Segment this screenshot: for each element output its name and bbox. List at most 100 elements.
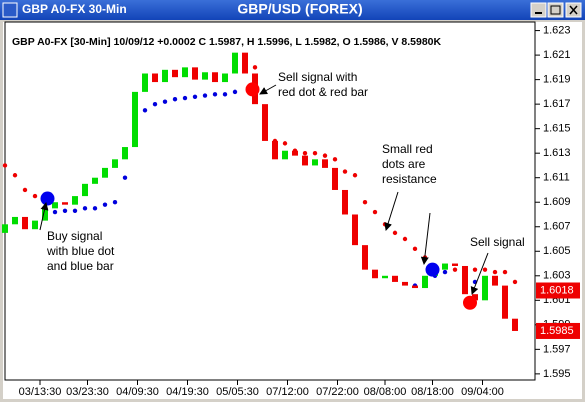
stop-dot — [512, 279, 518, 285]
price-bar — [232, 52, 238, 74]
y-tick-label: 1.605 — [543, 245, 571, 257]
stop-dot — [472, 267, 478, 272]
price-bar — [382, 275, 388, 279]
stop-dot — [492, 269, 498, 275]
price-bar — [452, 263, 458, 266]
price-bar — [192, 67, 198, 80]
price-bar — [392, 275, 398, 282]
price-bar — [442, 263, 448, 270]
price-bar — [242, 52, 248, 74]
price-bar — [52, 202, 58, 209]
stop-dot — [282, 141, 288, 146]
price-label: 1.6018 — [540, 284, 574, 296]
stop-dot — [412, 246, 418, 252]
y-tick-label: 1.603 — [543, 270, 571, 282]
signal-marker — [40, 191, 55, 206]
stop-dot — [332, 157, 338, 162]
stop-dot — [122, 175, 128, 180]
stop-dot — [502, 269, 508, 275]
y-tick-label: 1.607 — [543, 221, 571, 233]
x-tick-label: 03/23:30 — [66, 386, 109, 398]
y-tick-label: 1.611 — [543, 172, 570, 184]
price-bar — [502, 285, 508, 319]
annotation-text: with blue dot — [46, 244, 115, 258]
stop-dot — [362, 200, 368, 205]
annotation: Sell signal — [470, 235, 525, 295]
price-bar — [422, 275, 428, 289]
maximize-button[interactable] — [547, 2, 564, 18]
price-bar — [412, 285, 418, 289]
stop-dot — [222, 92, 228, 97]
price-bar — [352, 214, 358, 246]
price-bar — [162, 69, 168, 83]
stop-dot — [452, 267, 458, 272]
price-bar — [312, 159, 318, 166]
price-bar — [512, 318, 518, 331]
stop-dot — [62, 208, 68, 214]
price-bar — [282, 150, 288, 160]
stop-dot — [342, 169, 348, 174]
stop-dot — [172, 97, 178, 102]
price-bar — [342, 189, 348, 215]
annotation-arrow — [259, 84, 277, 95]
stop-dot — [92, 206, 98, 211]
annotation-text: red dot & red bar — [278, 85, 368, 99]
price-label-box — [536, 282, 580, 299]
price-bar — [42, 208, 48, 221]
minimize-button[interactable] — [530, 2, 547, 18]
price-bar — [372, 269, 378, 279]
signal-marker — [463, 295, 477, 310]
stop-dot — [352, 173, 358, 178]
chart-area — [3, 22, 582, 399]
price-bar — [112, 159, 118, 168]
stop-dot — [482, 267, 488, 272]
price-bar — [362, 245, 368, 270]
annotation-arrow — [470, 252, 489, 295]
x-tick-label: 04/19:30 — [166, 386, 209, 398]
y-tick-label: 1.621 — [543, 49, 571, 61]
stop-dot — [382, 222, 388, 227]
price-bar — [202, 72, 208, 80]
price-bar — [472, 294, 478, 301]
price-label-box — [536, 322, 580, 339]
stop-dot — [32, 193, 38, 199]
stop-dot — [162, 99, 168, 104]
stop-dot — [372, 209, 378, 215]
price-bar — [182, 67, 188, 78]
stop-dot — [202, 93, 208, 98]
annotation-text: Small red — [382, 142, 433, 156]
stop-dot — [192, 94, 198, 99]
stop-dot — [232, 89, 238, 95]
stop-dot — [312, 150, 318, 156]
price-bar — [22, 216, 28, 230]
price-bar — [402, 281, 408, 286]
annotation-arrow — [384, 191, 399, 231]
window-icon[interactable] — [2, 2, 18, 18]
price-bar — [212, 72, 218, 83]
stop-dot — [22, 187, 28, 193]
price-bar — [12, 216, 18, 225]
window-title: GBP A0-FX 30-Min — [22, 2, 127, 16]
annotation-text: Sell signal — [470, 235, 525, 249]
annotation-arrow — [39, 202, 49, 231]
price-bar — [62, 202, 68, 205]
price-bar — [1, 224, 8, 233]
y-tick-label: 1.609 — [543, 196, 571, 208]
x-tick-label: 07/22:00 — [316, 386, 359, 398]
stop-dot — [212, 92, 218, 97]
annotation-text: resistance — [382, 172, 437, 186]
price-bar — [92, 177, 98, 184]
annotation-text: and blue bar — [47, 259, 114, 273]
stop-dot — [82, 206, 88, 211]
stop-dot — [112, 200, 118, 205]
x-tick-label: 07/12:00 — [266, 386, 309, 398]
price-bar — [142, 73, 148, 92]
x-tick-label: 03/13:30 — [19, 386, 62, 398]
stop-dot — [12, 173, 18, 178]
signal-marker — [245, 82, 260, 97]
price-bar — [132, 91, 138, 148]
